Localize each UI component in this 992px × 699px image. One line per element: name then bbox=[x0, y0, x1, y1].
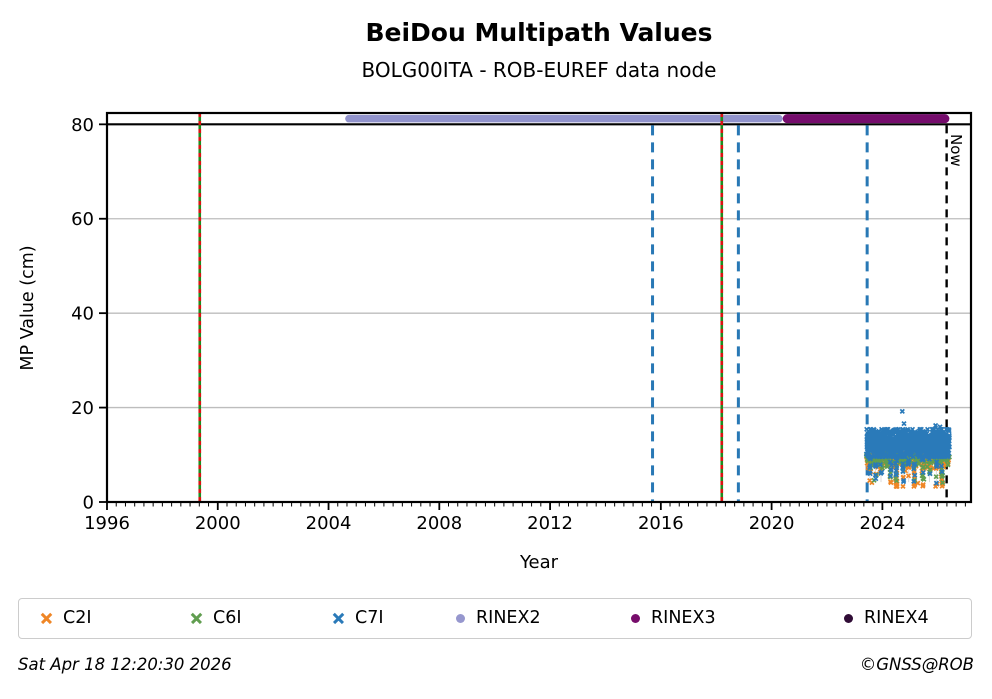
svg-text:2020: 2020 bbox=[749, 513, 795, 534]
credit-text: ©GNSS@ROB bbox=[859, 655, 974, 674]
x-marker-icon bbox=[191, 613, 202, 624]
y-axis-label: MP Value (cm) bbox=[18, 245, 38, 371]
legend-label: RINEX3 bbox=[651, 608, 716, 628]
event-lines bbox=[198, 113, 948, 502]
legend-item-c2i: C2I bbox=[41, 599, 92, 637]
svg-text:2024: 2024 bbox=[859, 513, 905, 534]
legend-item-c7i: C7I bbox=[333, 599, 384, 637]
svg-text:80: 80 bbox=[71, 115, 94, 136]
axis-tick-labels: 1996 2000 2004 2008 2012 2016 2020 2024 0 20 40 60 8… bbox=[71, 115, 905, 534]
legend-item-rinex4: RINEX4 bbox=[844, 599, 929, 637]
legend-label: C6I bbox=[213, 608, 242, 628]
now-annotation: Now bbox=[947, 134, 965, 167]
x-marker-icon bbox=[333, 613, 344, 624]
x-axis-label: Year bbox=[519, 552, 559, 573]
svg-text:2004: 2004 bbox=[306, 513, 352, 534]
legend-box: C2I C6I C7I RINEX2 RINEX3 RINEX4 bbox=[18, 598, 972, 639]
dot-marker-icon bbox=[456, 613, 465, 623]
svg-text:2008: 2008 bbox=[416, 513, 462, 534]
legend-label: C7I bbox=[355, 608, 384, 628]
legend-label: RINEX4 bbox=[864, 608, 929, 628]
x-marker-icon bbox=[41, 613, 52, 624]
legend-label: RINEX2 bbox=[476, 608, 541, 628]
scatter-points bbox=[863, 408, 953, 490]
axis-ticks bbox=[99, 123, 966, 510]
plot-area: 1996 2000 2004 2008 2012 2016 2020 2024 0 20 40 60 8… bbox=[71, 111, 973, 534]
svg-text:1996: 1996 bbox=[84, 513, 130, 534]
svg-text:2016: 2016 bbox=[638, 513, 684, 534]
legend-item-rinex3: RINEX3 bbox=[631, 599, 716, 637]
rinex-availability-bars bbox=[345, 114, 950, 124]
chart-subtitle: BOLG00ITA - ROB-EUREF data node bbox=[361, 58, 717, 82]
svg-text:2012: 2012 bbox=[527, 513, 573, 534]
gridlines bbox=[107, 123, 971, 409]
bar-rinex2 bbox=[345, 114, 783, 123]
svg-text:20: 20 bbox=[71, 398, 94, 419]
legend-label: C2I bbox=[63, 608, 92, 628]
svg-text:40: 40 bbox=[71, 304, 94, 325]
bar-rinex3 bbox=[782, 114, 950, 124]
series-c7i bbox=[863, 408, 953, 486]
legend-item-rinex2: RINEX2 bbox=[456, 599, 541, 637]
dot-marker-icon bbox=[631, 613, 640, 623]
dot-marker-icon bbox=[844, 613, 853, 623]
chart-title: BeiDou Multipath Values bbox=[365, 18, 713, 47]
legend-item-c6i: C6I bbox=[191, 599, 242, 637]
svg-text:2000: 2000 bbox=[195, 513, 241, 534]
svg-text:60: 60 bbox=[71, 209, 94, 230]
plot-timestamp: Sat Apr 18 12:20:30 2026 bbox=[18, 655, 232, 674]
svg-text:0: 0 bbox=[83, 493, 94, 514]
axes-frame bbox=[105, 111, 973, 504]
